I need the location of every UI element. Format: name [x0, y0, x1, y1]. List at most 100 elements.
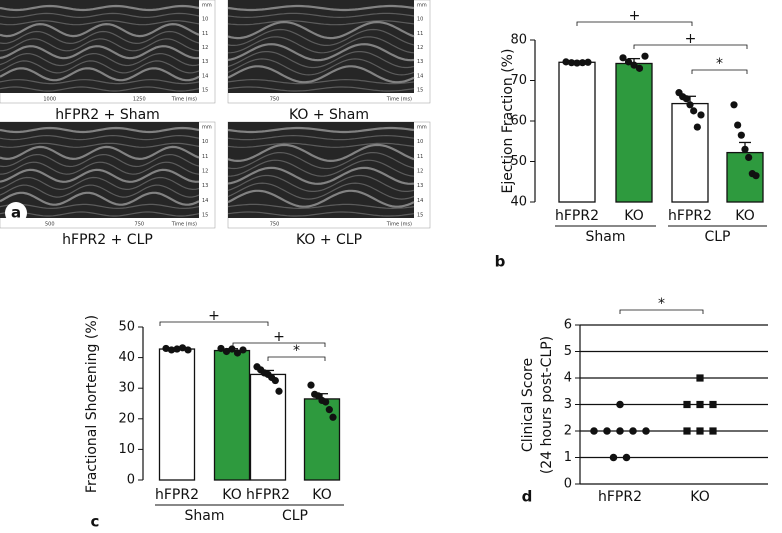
echo-texture — [227, 203, 415, 210]
significance-bracket — [232, 342, 326, 347]
echo-texture — [227, 86, 415, 92]
data-point — [624, 58, 633, 66]
depth-label: 10 — [202, 139, 208, 145]
data-point — [641, 52, 649, 60]
depth-label: 12 — [202, 45, 208, 51]
time-label: 1000 — [43, 97, 56, 103]
time-label: Time (ms) — [171, 222, 197, 228]
x-tick-label: hFPR2 — [555, 208, 599, 224]
panel-badge — [5, 202, 27, 224]
data-point — [697, 111, 705, 119]
echo-texture — [0, 168, 200, 183]
data-point — [730, 101, 738, 109]
x-tick-label: hFPR2 — [155, 487, 199, 503]
significance-label: + — [629, 8, 641, 24]
y-tick-label: 50 — [118, 320, 135, 335]
echo-texture — [227, 211, 415, 217]
data-point — [696, 374, 704, 382]
echo-texture — [0, 153, 200, 168]
group-label: Sham — [586, 229, 626, 245]
data-point — [329, 413, 337, 421]
data-point — [307, 381, 315, 389]
echo-texture — [0, 12, 200, 19]
group-label: CLP — [282, 508, 308, 524]
y-axis-title: (24 hours post-CLP) — [539, 336, 555, 474]
echo-texture — [0, 67, 200, 82]
x-tick-label: hFPR2 — [598, 489, 642, 505]
time-label: 500 — [45, 222, 55, 228]
depth-label: 13 — [417, 183, 423, 189]
echo-texture — [0, 20, 200, 26]
data-point — [682, 95, 690, 103]
data-point — [322, 398, 330, 406]
data-point — [162, 344, 170, 353]
data-point — [630, 61, 638, 69]
image-caption: KO + Sham — [289, 107, 369, 123]
significance-bracket — [267, 356, 326, 361]
bar — [158, 348, 196, 481]
x-tick-label: KO — [222, 487, 241, 503]
echo-texture — [227, 36, 415, 54]
x-tick-label: KO — [690, 489, 709, 505]
data-point — [578, 59, 587, 67]
depth-label: 12 — [417, 45, 423, 51]
echo-texture — [0, 86, 200, 92]
y-tick-label: 60 — [510, 114, 527, 129]
data-point — [696, 427, 704, 435]
data-point — [228, 345, 236, 353]
echo-texture — [227, 43, 415, 62]
y-tick-label: 3 — [564, 397, 572, 412]
time-label: 750 — [270, 97, 280, 103]
depth-label: 10 — [417, 139, 423, 145]
depth-label: mm — [202, 3, 212, 9]
data-point — [752, 172, 760, 180]
x-tick-label: KO — [624, 208, 643, 224]
data-point — [745, 153, 753, 162]
depth-label: 14 — [417, 198, 423, 204]
echo-texture — [0, 126, 200, 134]
depth-label: 12 — [202, 169, 208, 175]
echo-texture — [227, 166, 415, 185]
echo-texture — [0, 134, 200, 141]
depth-label: 10 — [202, 17, 208, 23]
echo-texture — [227, 174, 415, 192]
data-point — [562, 58, 570, 66]
significance-label: * — [293, 343, 300, 359]
echo-texture — [227, 143, 415, 163]
data-point — [217, 344, 225, 353]
y-tick-label: 70 — [510, 73, 527, 88]
bar — [303, 398, 341, 481]
data-point — [616, 400, 624, 409]
bar — [726, 151, 764, 203]
depth-label: mm — [417, 125, 427, 131]
panel-letter: d — [522, 488, 533, 506]
data-point — [173, 345, 181, 353]
y-axis-title: Ejection Fraction (%) — [500, 49, 516, 194]
y-tick-label: 50 — [510, 154, 527, 169]
echo-texture — [0, 4, 200, 12]
depth-label: 11 — [202, 154, 208, 160]
data-point — [619, 54, 627, 62]
y-tick-label: 20 — [118, 411, 135, 426]
echo-texture — [227, 4, 415, 12]
echo-texture — [227, 20, 415, 40]
panel-letter: a — [11, 204, 21, 222]
data-point — [167, 346, 176, 354]
image-caption: hFPR2 + Sham — [55, 107, 160, 123]
echo-texture — [0, 211, 200, 217]
data-point — [696, 400, 704, 409]
data-point — [590, 427, 598, 435]
echo-texture — [227, 78, 415, 85]
depth-label: 13 — [202, 59, 208, 65]
significance-label: + — [273, 329, 285, 345]
echo-texture — [0, 60, 200, 74]
image-caption: hFPR2 + CLP — [62, 232, 153, 248]
depth-label: 11 — [417, 154, 423, 160]
echo-texture — [227, 12, 415, 19]
y-tick-label: 0 — [564, 477, 572, 492]
depth-label: 15 — [417, 88, 423, 94]
time-label: Time (ms) — [386, 97, 412, 103]
y-tick-label: 30 — [118, 381, 135, 396]
depth-label: 14 — [202, 198, 208, 204]
